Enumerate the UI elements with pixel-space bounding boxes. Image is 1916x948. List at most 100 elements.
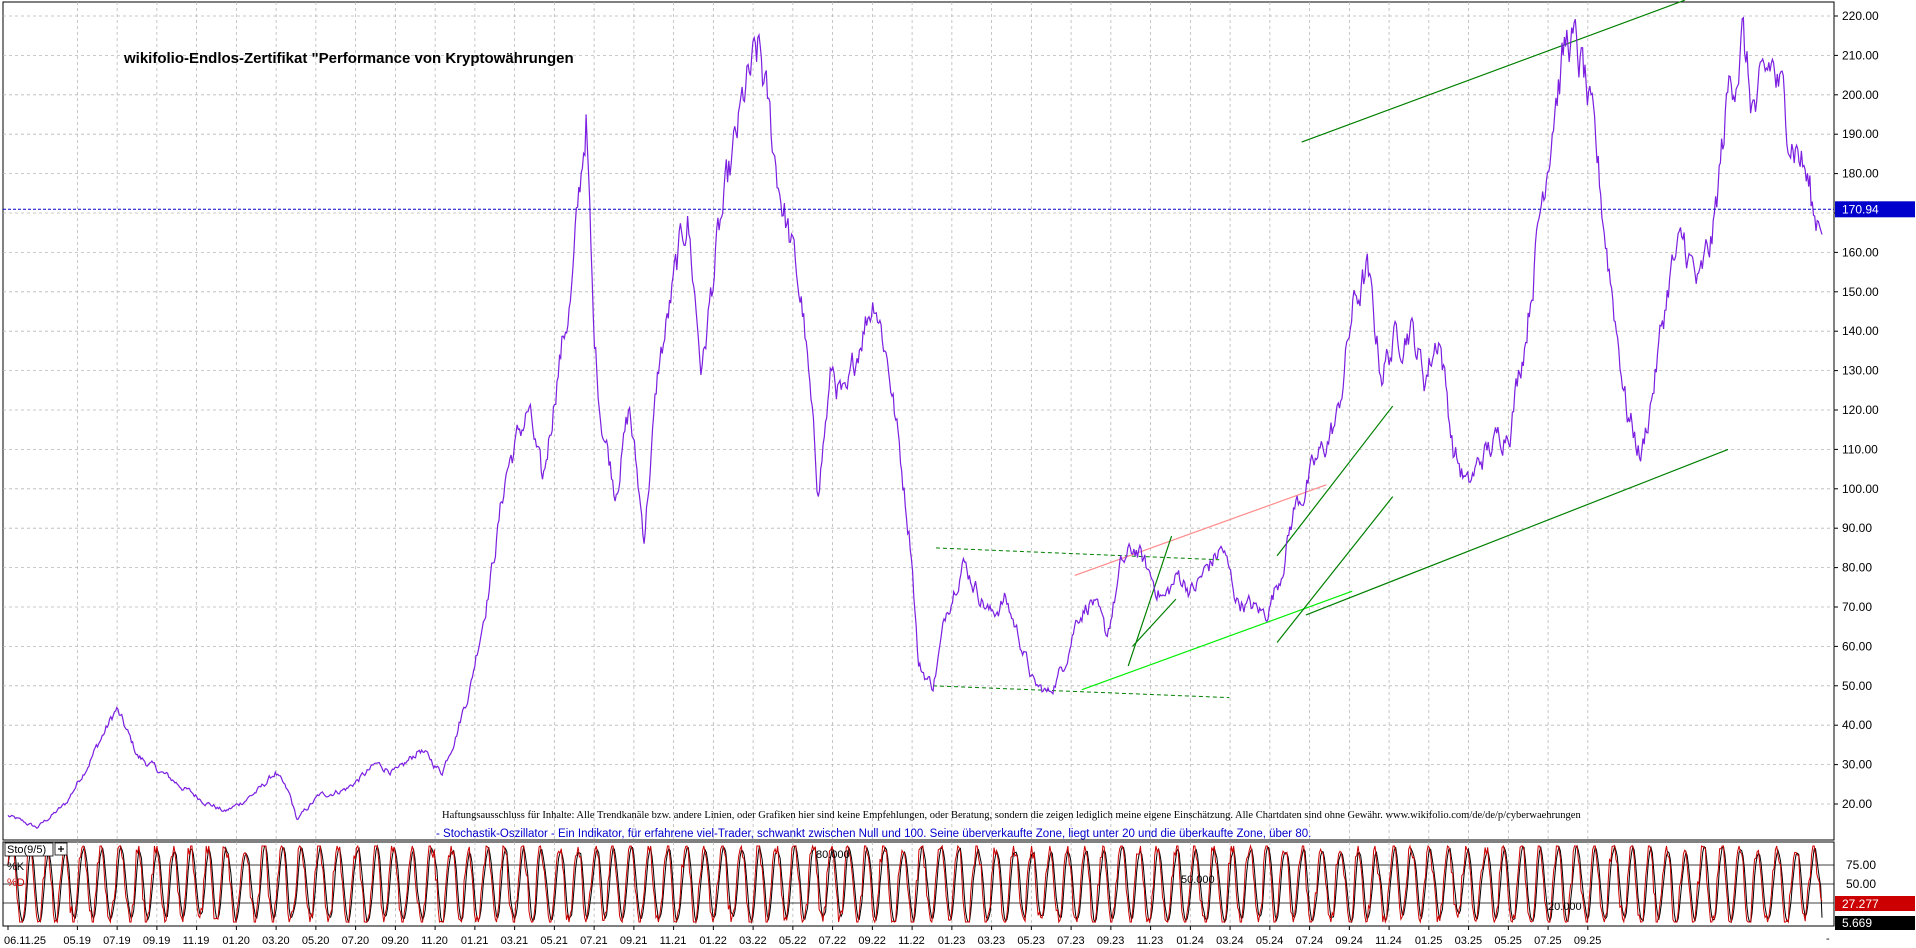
y-tick-label: 120.00 xyxy=(1842,403,1879,417)
disclaimer-text: Haftungsausschluss für Inhalte: Alle Tre… xyxy=(442,810,1581,821)
y-tick-label: 100.00 xyxy=(1842,482,1879,496)
y-tick-label: 30.00 xyxy=(1842,758,1872,772)
x-tick-label: 01.23 xyxy=(938,935,966,947)
trendline xyxy=(1301,0,1685,143)
y-tick-label: 220.00 xyxy=(1842,9,1879,23)
x-tick-label: 09.21 xyxy=(620,935,648,947)
trendline xyxy=(1305,448,1729,616)
x-tick-label: 01.22 xyxy=(699,935,727,947)
last-price-label: 170.94 xyxy=(1842,202,1879,216)
y-tick-label: 110.00 xyxy=(1842,442,1878,456)
inline-level-50: 50.000 xyxy=(1181,874,1215,886)
stochastic-level-label: 75.00 xyxy=(1846,858,1876,872)
x-tick-label: 11.21 xyxy=(660,935,687,947)
trendline xyxy=(1132,598,1177,647)
y-tick-label: 50.00 xyxy=(1842,679,1872,693)
x-tick-label: 09.25 xyxy=(1574,935,1602,947)
x-tick-label: 07.24 xyxy=(1296,935,1324,947)
stochastic-k-line xyxy=(7,844,1823,924)
y-tick-label: 70.00 xyxy=(1842,600,1872,614)
x-tick-label: 05.25 xyxy=(1494,935,1522,947)
y-tick-label: 190.00 xyxy=(1842,127,1879,141)
x-tick-label: 01.20 xyxy=(222,935,250,947)
y-tick-label: 150.00 xyxy=(1842,285,1879,299)
price-plot-area xyxy=(2,1,1835,841)
x-tick-label: 03.20 xyxy=(262,935,290,947)
y-tick-label: 130.00 xyxy=(1842,364,1879,378)
price-grid xyxy=(3,2,1834,840)
x-tick-label: 09.23 xyxy=(1097,935,1125,947)
x-tick-label: 07.23 xyxy=(1057,935,1085,947)
x-tick-label: 05.22 xyxy=(779,935,807,947)
trendlines xyxy=(933,0,1729,699)
x-tick-label: 07.19 xyxy=(103,935,131,947)
stochastic-level-label: 50.00 xyxy=(1846,877,1876,891)
stochastic-d-line xyxy=(7,844,1823,924)
x-tick-label: 05.23 xyxy=(1017,935,1045,947)
x-tick-label: 09.24 xyxy=(1335,935,1363,947)
inline-level-80: 80.000 xyxy=(816,849,850,861)
y-tick-label: 90.00 xyxy=(1842,521,1872,535)
x-tick-label: 11.24 xyxy=(1375,935,1402,947)
x-tick-label: 11.19 xyxy=(183,935,210,947)
y-tick-label: 80.00 xyxy=(1842,561,1872,575)
d-value-box xyxy=(1835,916,1915,930)
trendline xyxy=(935,547,1220,561)
trendline xyxy=(1074,484,1327,577)
trendline xyxy=(1276,496,1394,643)
x-axis: 06.11.25 05.19 07.19 09.19 11.19 01.20 03.20 05… xyxy=(4,926,1601,947)
y-tick-label: 180.00 xyxy=(1842,167,1879,181)
x-tick-label: 09.19 xyxy=(143,935,171,947)
price-panel: 220.00210.00200.00190.00180.00170.00160.… xyxy=(2,0,1915,841)
x-tick-label: 11.23 xyxy=(1137,935,1164,947)
x-tick-label: 05.21 xyxy=(540,935,568,947)
trendline xyxy=(933,685,1230,699)
x-tick-label: 03.21 xyxy=(501,935,529,947)
chart-title: wikifolio-Endlos-Zertifikat "Performance… xyxy=(123,50,574,67)
y-tick-label: 60.00 xyxy=(1842,639,1872,653)
x-tick-label: 01.21 xyxy=(461,935,489,947)
x-tick-label: 03.22 xyxy=(739,935,767,947)
stochastic-note: - Stochastik-Oszillator - Ein Indikator,… xyxy=(436,828,1311,840)
x-tick-label: 06.11.25 xyxy=(4,935,46,947)
d-legend: %D xyxy=(7,877,25,889)
x-tick-label: 01.24 xyxy=(1176,935,1204,947)
k-legend: %K xyxy=(7,861,25,873)
x-tick-label: 03.24 xyxy=(1216,935,1244,947)
x-tick-label: 05.20 xyxy=(302,935,330,947)
x-tick-label: 03.23 xyxy=(978,935,1006,947)
x-tick-label: 01.25 xyxy=(1415,935,1443,947)
x-tick-label: 07.20 xyxy=(342,935,370,947)
y-tick-label: 140.00 xyxy=(1842,324,1879,338)
x-tick-label: 05.24 xyxy=(1256,935,1284,947)
y-tick-label: 210.00 xyxy=(1842,48,1879,62)
scroll-indicator[interactable]: - xyxy=(1826,933,1830,945)
x-tick-label: 09.22 xyxy=(858,935,886,947)
y-tick-label: 160.00 xyxy=(1842,245,1879,259)
x-tick-label: 09.20 xyxy=(381,935,409,947)
x-tick-label: 07.22 xyxy=(819,935,847,947)
inline-level-20: 20.000 xyxy=(1548,901,1582,913)
x-tick-label: 11.22 xyxy=(898,935,925,947)
plus-icon xyxy=(58,846,64,852)
indicator-label: Sto(9/5) xyxy=(7,844,46,856)
last-price-box xyxy=(1835,201,1915,218)
x-tick-label: 05.19 xyxy=(63,935,91,947)
trendline xyxy=(1276,405,1394,557)
price-line xyxy=(7,16,1823,829)
d-value-label: 5.669 xyxy=(1842,916,1872,930)
trendline xyxy=(1127,535,1173,667)
x-tick-label: 11.20 xyxy=(421,935,448,947)
x-tick-label: 03.25 xyxy=(1455,935,1483,947)
y-tick-label: 40.00 xyxy=(1842,718,1872,732)
indicator-label-box[interactable] xyxy=(4,842,54,857)
x-tick-label: 07.25 xyxy=(1534,935,1562,947)
y-tick-label: 200.00 xyxy=(1842,88,1879,102)
trendline xyxy=(1081,590,1353,691)
k-value-label: 27.277 xyxy=(1842,897,1879,911)
x-tick-label: 07.21 xyxy=(580,935,608,947)
k-value-box xyxy=(1835,896,1915,911)
y-tick-label: 20.00 xyxy=(1842,797,1872,811)
